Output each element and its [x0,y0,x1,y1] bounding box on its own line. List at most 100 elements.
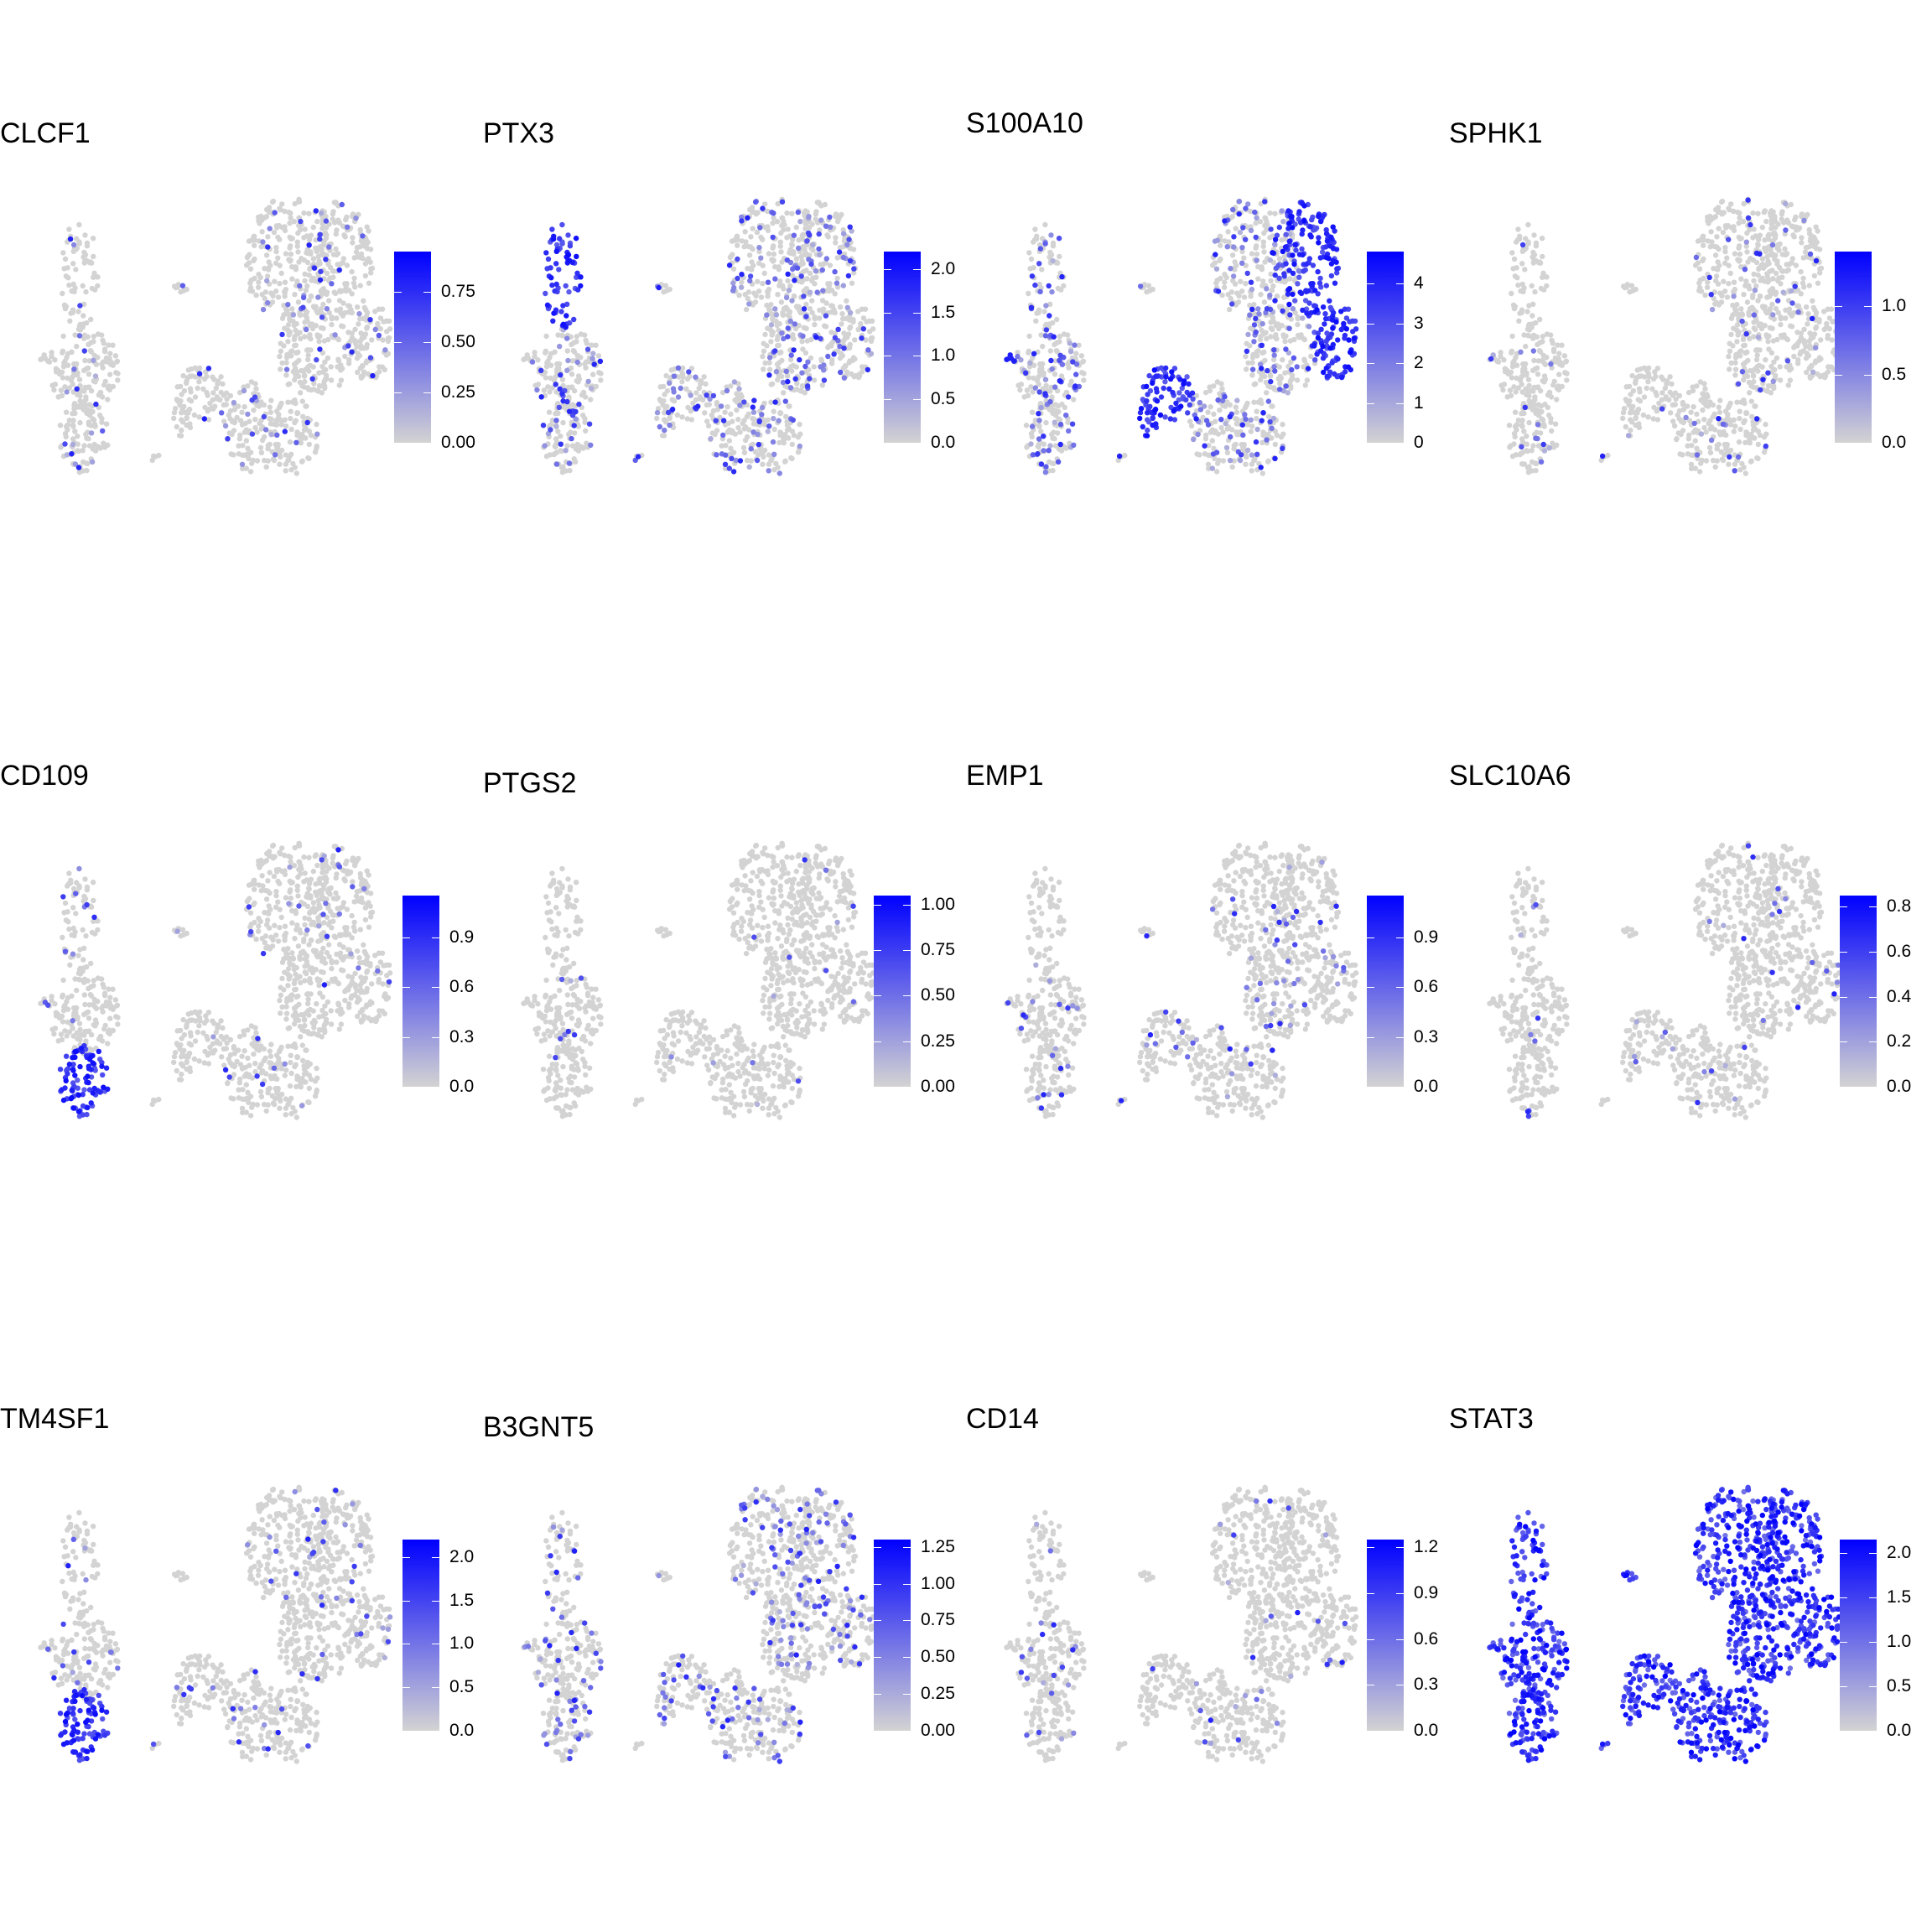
cell-point [1700,407,1706,413]
cell-point [844,298,849,304]
cell-point [778,373,785,379]
cell-point [772,399,778,405]
cell-point [1779,209,1785,215]
cell-point [1290,252,1296,258]
cell-point [735,256,740,262]
colorbar-tick-label: 1.5 [931,302,956,322]
cell-point [372,326,378,333]
cell-point [1065,361,1071,367]
cell-point [1267,235,1273,241]
cell-point [1751,319,1757,325]
cell-point [320,252,326,258]
cell-point [1794,361,1801,366]
cell-point [1814,239,1820,246]
cell-point [1787,377,1794,383]
cell-point [704,418,710,424]
cell-point [664,403,670,409]
cell-point [1249,452,1255,458]
cell-point [548,427,553,433]
cell-point [201,416,207,422]
cell-point [1629,288,1636,293]
cell-point [1305,288,1311,294]
cell-point [1798,291,1804,297]
cell-point [1268,226,1274,232]
cell-point [1701,275,1706,282]
cell-point [1262,357,1268,364]
cell-point [1529,448,1535,454]
cell-point [1208,404,1213,410]
cell-point [274,225,280,231]
cell-point [1244,400,1250,407]
cell-point [305,352,311,358]
cell-point [336,382,342,388]
cell-point [1272,272,1278,278]
cell-point [263,464,269,470]
cell-point [1335,356,1341,362]
cell-point [807,306,813,312]
cell-point [297,311,303,318]
cell-point [1217,407,1223,413]
cell-point [839,353,845,359]
cell-point [1328,273,1335,279]
cell-point [745,215,750,221]
cell-point [1826,315,1833,321]
cell-point [1255,348,1261,354]
cell-point [234,414,240,421]
cell-point [781,440,787,446]
cell-point [355,369,361,376]
cell-point [285,457,292,463]
cell-point [1264,335,1270,342]
cell-point [1286,286,1293,292]
cell-point [1519,389,1525,395]
cell-point [1054,316,1060,323]
cell-point [1052,413,1059,418]
cell-point [772,348,778,354]
cell-point [590,371,596,377]
cell-point [534,387,540,393]
cell-point [83,460,90,466]
cell-point [1066,428,1072,434]
cell-point [1253,220,1259,226]
cell-point [85,365,91,371]
cell-point [1256,311,1262,317]
cell-point [1240,446,1246,453]
cell-point [825,353,831,360]
cell-point [1052,435,1057,442]
cell-point [1530,443,1536,449]
cell-point [1726,353,1732,360]
cell-point [663,372,669,379]
cell-point [1788,201,1794,208]
cell-point [318,306,325,312]
cell-point [752,199,759,205]
cell-point [1258,377,1264,383]
cell-point [543,333,549,340]
cell-point [1498,382,1504,388]
cell-point [1727,400,1733,407]
cell-point [325,355,331,361]
cell-point [304,259,311,266]
cell-point [1292,309,1298,316]
cell-point [736,386,742,392]
cell-point [865,347,871,353]
cell-point [1247,302,1253,309]
cell-point [254,429,260,435]
cell-point [350,235,356,241]
cell-point [274,432,280,438]
cell-point [361,298,366,304]
cell-point [1030,389,1036,395]
cell-point [803,314,809,319]
cell-point [1546,389,1553,396]
cell-point [542,369,548,376]
cell-point [1734,302,1740,308]
cell-point [1509,290,1514,297]
cell-point [1319,249,1326,255]
cell-point [1633,415,1639,421]
cell-point [286,381,293,387]
cell-point [184,415,190,421]
cell-point [1532,408,1539,414]
cell-point [1282,244,1289,250]
cell-point [1300,315,1306,321]
cell-point [263,214,269,220]
cell-point [779,222,785,229]
cell-point [291,322,297,329]
